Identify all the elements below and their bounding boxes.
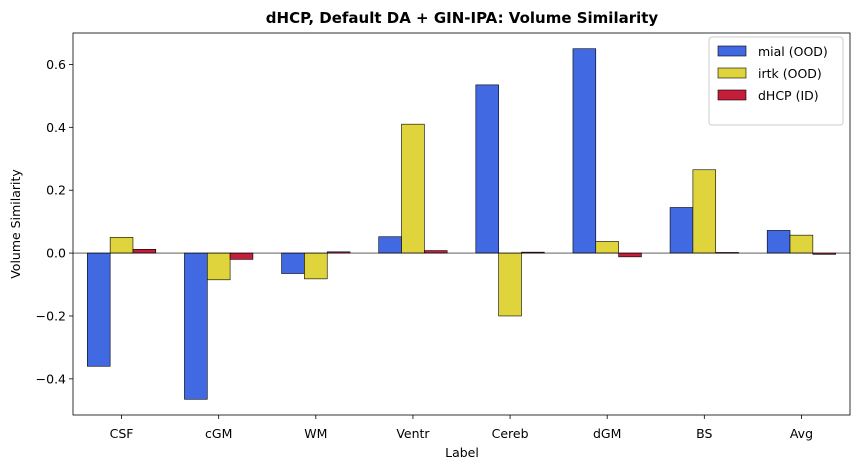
x-tick-label-CSF: CSF — [110, 426, 134, 441]
y-tick-label: 0.0 — [46, 246, 66, 261]
x-axis-label: Label — [445, 445, 479, 460]
legend-swatch-dHCP (ID) — [717, 89, 747, 101]
x-tick-label-dGM: dGM — [593, 426, 621, 441]
bar-Ventr-mial (OOD) — [378, 236, 402, 254]
x-tick-label-Avg: Avg — [790, 426, 813, 441]
bar-Cereb-mial (OOD) — [475, 84, 499, 254]
bar-CSF-irtk (OOD) — [109, 237, 134, 254]
x-tick-label-Cereb: Cereb — [492, 426, 529, 441]
bar-CSF-dHCP (ID) — [132, 249, 157, 254]
x-tick-label-WM: WM — [304, 426, 327, 441]
bar-Cereb-irtk (OOD) — [498, 252, 522, 317]
bar-dGM-mial (OOD) — [572, 48, 597, 254]
bar-dGM-dHCP (ID) — [618, 252, 642, 258]
bar-Ventr-dHCP (ID) — [424, 250, 448, 254]
x-tick-label-Ventr: Ventr — [396, 426, 430, 441]
legend: mial (OOD) irtk (OOD) dHCP (ID) — [708, 36, 844, 126]
bar-dGM-irtk (OOD) — [595, 241, 619, 254]
y-tick-label: 0.6 — [46, 57, 66, 72]
y-axis-label: Volume Similarity — [8, 169, 23, 279]
legend-swatch-mial (OOD) — [717, 45, 747, 57]
bar-cGM-irtk (OOD) — [206, 252, 231, 281]
bar-WM-irtk (OOD) — [304, 252, 328, 280]
legend-label: mial (OOD) — [758, 44, 828, 59]
bar-Ventr-irtk (OOD) — [401, 123, 425, 254]
bar-cGM-mial (OOD) — [184, 252, 208, 400]
bar-cGM-dHCP (ID) — [229, 252, 254, 260]
bar-BS-irtk (OOD) — [692, 169, 717, 254]
y-axis-ticks: −0.4 −0.2 0.0 0.2 0.4 0.6 — [36, 57, 73, 386]
legend-label: dHCP (ID) — [758, 88, 819, 103]
plot-area-frame — [72, 32, 851, 416]
y-tick-label: −0.2 — [36, 308, 66, 323]
chart-title: dHCP, Default DA + GIN-IPA: Volume Simil… — [266, 9, 659, 27]
y-tick-label: −0.4 — [36, 371, 66, 386]
bars-layer — [87, 48, 836, 400]
bar-Avg-mial (OOD) — [766, 230, 791, 254]
x-tick-label-BS: BS — [696, 426, 712, 441]
bar-CSF-mial (OOD) — [87, 252, 111, 367]
y-tick-label: 0.4 — [46, 120, 66, 135]
x-axis-ticks: CSF cGM WM Ventr Cereb dGM BS Avg — [110, 415, 813, 441]
y-tick-label: 0.2 — [46, 183, 66, 198]
legend-label: irtk (OOD) — [758, 66, 822, 81]
bar-WM-mial (OOD) — [281, 252, 305, 274]
legend-swatch-irtk (OOD) — [717, 67, 747, 79]
x-tick-label-cGM: cGM — [205, 426, 232, 441]
legend-box — [708, 36, 844, 126]
bar-Avg-irtk (OOD) — [789, 234, 814, 254]
bar-BS-mial (OOD) — [669, 207, 694, 254]
